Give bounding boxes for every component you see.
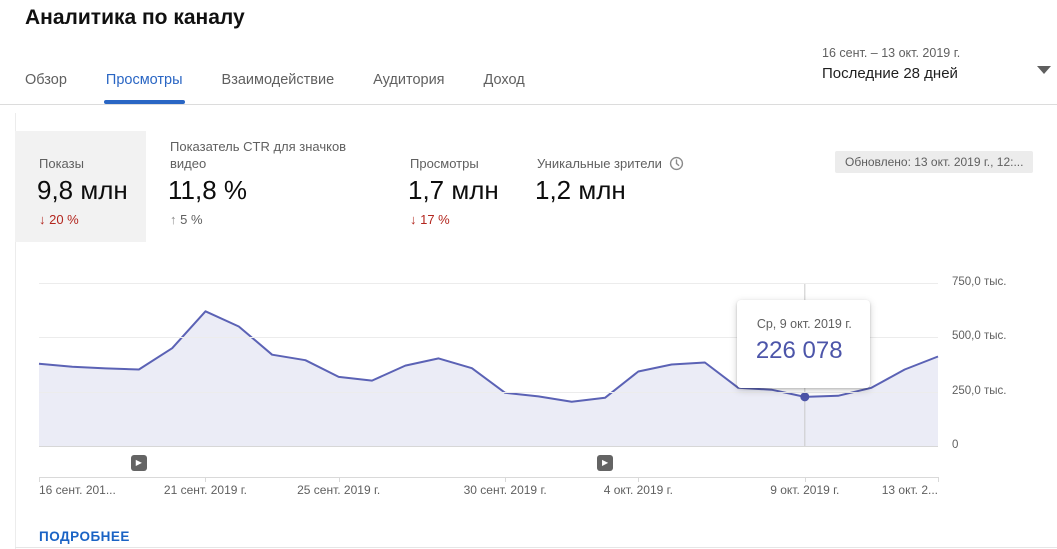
video-marker-icon[interactable]: ▶: [597, 455, 614, 471]
x-axis-label: 30 сент. 2019 г.: [463, 483, 547, 497]
bottom-divider: [15, 547, 1057, 548]
x-axis-label: 25 сент. 2019 г.: [297, 483, 381, 497]
metric-value: 1,2 млн: [535, 175, 626, 205]
metric-value: 9,8 млн: [37, 175, 128, 205]
chevron-down-icon[interactable]: [1037, 66, 1051, 74]
metric-value: 11,8 %: [168, 175, 248, 205]
metric-label: Уникальные зрители: [537, 155, 684, 172]
gridline: [39, 446, 938, 447]
arrow-down-icon: ↓: [410, 212, 417, 227]
x-axis-label: 9 окт. 2019 г.: [770, 483, 840, 497]
page-title: Аналитика по каналу: [25, 6, 245, 29]
metric-value: 1,7 млн: [408, 175, 499, 205]
metric-label: Просмотры: [410, 156, 479, 171]
x-axis-label: 13 окт. 2...: [881, 483, 938, 497]
metric-delta: ↑ 5 %: [170, 212, 203, 227]
chart-area-fill: [39, 311, 938, 446]
date-preset-text: Последние 28 дней: [822, 65, 958, 82]
y-axis-label: 250,0 тыс.: [952, 384, 1007, 397]
tabs-divider: [0, 104, 1057, 105]
gridline: [39, 283, 938, 284]
metric-card-impressions[interactable]: Показы 9,8 млн ↓ 20 %: [15, 131, 146, 242]
gridline: [39, 391, 938, 393]
tab-bar: Обзор Просмотры Взаимодействие Аудитория Дох…: [25, 66, 525, 104]
x-axis-label: 16 сент. 201...: [39, 483, 116, 497]
metric-card-views[interactable]: Просмотры 1,7 млн ↓ 17 %: [386, 131, 513, 242]
x-axis-label: 21 сент. 2019 г.: [163, 483, 248, 497]
arrow-up-icon: ↑: [170, 212, 177, 227]
tab-audience[interactable]: Аудитория: [373, 72, 445, 88]
tab-revenue[interactable]: Доход: [483, 72, 525, 88]
active-tab-underline: [103, 100, 185, 104]
see-more-link[interactable]: ПОДРОБНЕЕ: [39, 529, 130, 544]
y-axis-label: 500,0 тыс.: [952, 330, 1007, 343]
y-axis-label: 0: [952, 439, 959, 451]
tooltip-value: 226 078: [755, 337, 843, 364]
x-axis-tick: [505, 477, 507, 482]
tab-views[interactable]: Просмотры: [103, 66, 185, 104]
x-axis-line: [39, 477, 938, 478]
clock-icon: [669, 156, 684, 171]
x-axis-tick: [39, 477, 40, 482]
tab-overview[interactable]: Обзор: [25, 72, 67, 88]
chart-line: [38, 310, 939, 403]
metric-label: Показы: [39, 156, 84, 171]
tooltip-date: Ср, 9 окт. 2019 г.: [756, 317, 852, 331]
x-axis-tick: [205, 477, 207, 482]
metric-delta: ↓ 20 %: [39, 212, 79, 227]
x-axis-tick: [804, 477, 806, 482]
metric-label: Показатель CTR для значков видео: [170, 139, 347, 171]
chart-tooltip: Ср, 9 окт. 2019 г. 226 078: [736, 300, 870, 388]
hover-data-point: [800, 392, 810, 402]
content-panel-border: [15, 113, 16, 549]
metric-delta: ↓ 17 %: [410, 212, 450, 227]
gridline: [39, 337, 938, 339]
arrow-down-icon: ↓: [39, 212, 46, 227]
x-axis-tick: [338, 477, 340, 482]
updated-badge: Обновлено: 13 окт. 2019 г., 12:...: [835, 151, 1034, 173]
x-axis-tick: [638, 477, 640, 482]
x-axis-label: 4 окт. 2019 г.: [603, 483, 673, 497]
video-marker-icon[interactable]: ▶: [130, 455, 147, 471]
date-range-text: 16 сент. – 13 окт. 2019 г.: [822, 46, 961, 60]
y-axis-label: 750,0 тыс.: [952, 276, 1007, 288]
date-range-picker[interactable]: 16 сент. – 13 окт. 2019 г. Последние 28 …: [822, 46, 960, 82]
metric-card-ctr[interactable]: Показатель CTR для значков видео 11,8 % ↑ …: [146, 131, 386, 242]
tab-engagement[interactable]: Взаимодействие: [221, 72, 335, 88]
x-axis-tick: [938, 477, 939, 482]
metric-card-unique-viewers[interactable]: Уникальные зрители 1,2 млн: [513, 131, 813, 242]
